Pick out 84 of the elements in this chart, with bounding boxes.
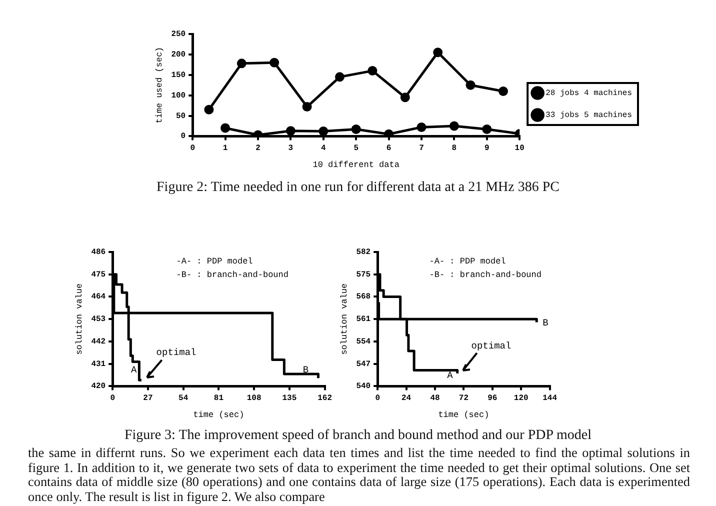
x-tick-label: 27 [143,394,153,404]
x-tick-label: 81 [214,394,224,404]
y-tick-label: 575 [356,270,371,280]
x-tick-label: 0 [375,394,380,404]
point [318,126,328,136]
point [220,123,230,133]
x-tick-label: 54 [178,394,188,404]
x-tick-label: 108 [246,394,262,404]
point [270,58,280,68]
point [368,66,378,76]
y-tick-label: 200 [171,50,186,60]
text: Figure 3: The improvement speed of branch and bound method and our PDP model [124,428,592,444]
x-tick-label: 5 [354,144,359,154]
x-tick-label: 6 [386,144,392,154]
x-tick-label: 3 [288,144,294,154]
point [498,86,508,96]
y-tick-label: 582 [356,248,371,258]
legend-label: 33 jobs 5 machines [546,111,632,120]
annotation: -B- : branch-and-bound [176,270,288,280]
x-tick-label: 162 [318,394,332,404]
point [236,58,246,68]
x-tick-label: 135 [282,394,297,404]
point [204,104,214,114]
y-tick-label: 568 [356,292,371,302]
y-tick-label: 547 [356,360,371,369]
x-tick-label: 24 [401,394,412,404]
y-tick-label: 50 [176,112,186,121]
x-tick-label: 8 [452,144,457,154]
y-tick-label: 486 [91,248,106,258]
point [400,92,410,102]
y-tick-label: 453 [91,315,106,324]
x-tick-label: 10 [514,144,525,154]
x-axis-title: 10 different data [312,160,400,170]
annotation: A [130,364,137,376]
annotation: optimal [471,340,512,352]
y-tick-label: 475 [91,270,106,280]
x-tick-label: 0 [110,394,116,404]
x-tick-label: 1 [222,144,228,154]
point [416,122,426,132]
x-tick-label: 7 [419,144,424,154]
x-tick-label: 0 [190,144,196,154]
y-tick-label: 431 [91,360,106,369]
x-tick-label: 9 [484,144,490,154]
point [334,72,344,82]
text: the same in differnt runs. So we experiment each data ten times and list the time needed to find the optimal solutions in figure 1. In addition to it, we generate two sets of data to experiment the time needed to get their optimal solutions. One set contains data of middle size (80 operations) and one contains data of large size (175 operations). Each data is experimented once only. The result is list in figure 2. We also compare [28,445,690,504]
x-tick-label: 2 [256,144,261,154]
text: Figure 2: Time needed in one run for different data at a 21 MHz 386 PC [156,180,560,196]
x-tick-label: 120 [514,394,528,404]
y-tick-label: 250 [171,30,186,40]
y-tick-label: 561 [356,315,371,324]
point [351,124,361,134]
y-tick-label: 0 [180,132,186,142]
annotation: -A- : PDP model [429,256,506,267]
annotation: optimal [156,347,197,358]
point [482,124,492,134]
y-axis-title: time used (sec) [154,46,164,124]
annotation: -A- : PDP model [176,256,253,267]
y-tick-label: 100 [171,91,186,100]
x-tick-label: 48 [430,394,440,404]
point [449,121,459,131]
x-axis-title: time (sec) [438,410,490,420]
annotation: -B- : branch-and-bound [429,270,542,280]
x-tick-label: 72 [458,394,469,404]
annotation: B [302,364,309,376]
y-tick-label: 420 [91,382,106,392]
y-tick-label: 540 [356,382,371,392]
y-tick-label: 150 [171,70,186,80]
point [286,126,296,136]
y-axis-title: solution value [339,283,350,355]
legend-label: 28 jobs 4 machines [546,89,632,98]
y-tick-label: 442 [91,337,106,346]
y-axis-title: solution value [74,283,84,355]
y-tick-label: 464 [91,292,106,302]
x-tick-label: 4 [320,144,326,154]
annotation: A [447,370,454,381]
point [302,102,312,112]
x-tick-label: 144 [542,394,558,404]
y-tick-label: 554 [356,337,371,346]
annotation: B [542,318,549,329]
x-tick-label: 96 [488,394,498,404]
point [433,48,443,58]
point [384,129,394,136]
x-axis-title: time (sec) [193,410,244,420]
point [466,80,476,90]
